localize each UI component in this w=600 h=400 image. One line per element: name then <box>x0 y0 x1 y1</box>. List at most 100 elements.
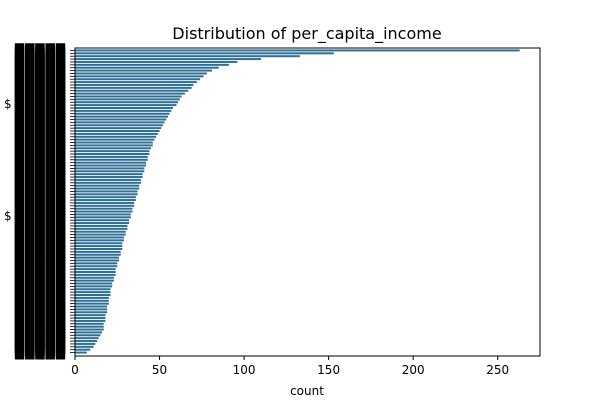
bar <box>75 138 155 141</box>
y-tick-label-glyph: █████ <box>14 212 66 227</box>
bar <box>75 69 212 72</box>
y-tick-label-glyph: █████ <box>14 201 66 216</box>
bar <box>75 311 108 314</box>
bar <box>75 256 119 259</box>
bar <box>75 299 109 302</box>
x-tick-label: 150 <box>317 363 340 377</box>
y-tick-label-glyph: █████ <box>14 238 66 253</box>
y-tick-label-glyph: █████ <box>14 181 66 196</box>
y-tick-label-glyph: █████ <box>14 120 66 135</box>
y-tick-label-glyph: █████ <box>14 319 66 334</box>
y-tick-label-glyph: █████ <box>14 322 66 337</box>
y-tick-label-glyph: █████ <box>14 45 66 60</box>
bar <box>75 112 170 115</box>
bar <box>75 285 113 288</box>
y-tick-label-glyph: █████ <box>14 218 66 233</box>
y-tick-label-glyph: █████ <box>14 287 66 302</box>
bar <box>75 253 121 256</box>
bar <box>75 270 116 274</box>
bar <box>75 109 172 112</box>
y-tick-label-glyph: █████ <box>14 209 66 224</box>
y-tick-label-glyph: █████ <box>14 68 66 83</box>
y-tick-label-glyph: █████ <box>14 94 66 109</box>
y-tick-label-glyph: █████ <box>14 60 66 75</box>
y-tick-label-glyph: █████ <box>14 296 66 311</box>
y-tick-label-glyph: █████ <box>14 342 66 357</box>
y-tick-label-glyph: █████ <box>14 146 66 161</box>
bar <box>75 161 147 164</box>
bar <box>75 66 219 69</box>
bar <box>75 291 111 294</box>
y-tick-label-glyph: █████ <box>14 152 66 167</box>
bar <box>75 127 162 130</box>
bar <box>75 78 201 81</box>
bar <box>75 236 125 239</box>
bar <box>75 233 126 236</box>
y-tick-label-glyph: █████ <box>14 290 66 305</box>
y-tick-label-glyph: █████ <box>14 166 66 181</box>
bar <box>75 121 165 124</box>
bar <box>75 115 168 118</box>
bar <box>75 282 113 285</box>
y-tick-label-glyph: █████ <box>14 149 66 164</box>
bar <box>75 351 87 354</box>
y-tick-label-glyph: █████ <box>14 258 66 273</box>
y-tick-label-glyph: █████ <box>14 198 66 213</box>
y-tick-label-glyph: █████ <box>14 255 66 270</box>
y-tick-label-glyph: █████ <box>14 80 66 95</box>
y-tick-label-glyph: █████ <box>14 111 66 126</box>
bar <box>75 98 180 101</box>
bar <box>75 150 150 153</box>
bar <box>75 210 133 213</box>
y-tick-label-glyph: █████ <box>14 284 66 299</box>
y-tick-label-glyph: █████ <box>14 106 66 121</box>
bar <box>75 222 130 225</box>
bar <box>75 230 126 233</box>
bar <box>75 92 185 95</box>
bar <box>75 213 131 216</box>
x-tick-label: 100 <box>233 363 256 377</box>
bar <box>75 49 520 52</box>
y-tick-label-glyph: █████ <box>14 330 66 345</box>
bar <box>75 227 128 230</box>
bar <box>75 242 123 245</box>
bar <box>75 72 207 75</box>
y-tick-label-glyph: █████ <box>14 109 66 124</box>
bar <box>75 101 179 104</box>
bar <box>75 124 163 127</box>
y-tick-label-glyph: █████ <box>14 270 66 285</box>
chart-title: Distribution of per_capita_income <box>172 24 441 44</box>
y-tick-label-glyph: █████ <box>14 267 66 282</box>
bar <box>75 239 125 242</box>
y-tick-label-glyph: █████ <box>14 235 66 250</box>
y-tick-label-glyph: █████ <box>14 232 66 247</box>
bar <box>75 199 136 202</box>
y-tick-label-glyph: █████ <box>14 250 66 265</box>
bar <box>75 219 130 222</box>
y-tick-label-glyph: █████ <box>14 310 66 325</box>
y-tick-label-glyph: █████ <box>14 42 66 57</box>
y-tick-label-glyph: █████ <box>14 175 66 190</box>
y-tick-label-glyph: █████ <box>14 123 66 138</box>
y-tick-label-glyph: █████ <box>14 324 66 339</box>
y-tick-label-glyph: █████ <box>14 345 66 360</box>
y-tick-label-glyph: █████ <box>14 143 66 158</box>
y-tick-label: $ <box>4 209 12 223</box>
bar <box>75 262 118 265</box>
y-tick-label-glyph: █████ <box>14 299 66 314</box>
bar <box>75 348 91 351</box>
y-tick-label-glyph: █████ <box>14 91 66 106</box>
y-tick-label-glyph: █████ <box>14 215 66 230</box>
y-tick-label-glyph: █████ <box>14 114 66 129</box>
y-tick-label-glyph: █████ <box>14 48 66 63</box>
bar <box>75 129 160 133</box>
bar <box>75 250 121 253</box>
y-tick-label-glyph: █████ <box>14 316 66 331</box>
y-tick-label-glyph: █████ <box>14 57 66 72</box>
bar <box>75 86 192 89</box>
bars-layer <box>75 49 520 354</box>
y-tick-label-glyph: █████ <box>14 204 66 219</box>
bar <box>75 147 152 150</box>
y-tick-label-glyph: █████ <box>14 129 66 144</box>
y-tick-label-glyph: █████ <box>14 264 66 279</box>
